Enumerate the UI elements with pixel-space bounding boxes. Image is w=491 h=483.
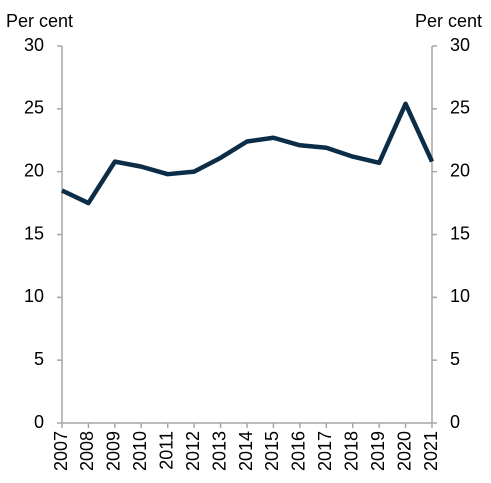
y-tick-label: 10 (24, 286, 44, 306)
y-tick-label: 25 (24, 98, 44, 118)
line-series (61, 101, 435, 206)
y-tick-label: 30 (24, 35, 44, 55)
y2-tick-label: 25 (450, 98, 470, 118)
y-tick-label: 0 (34, 412, 44, 432)
x-tick-label: 2011 (156, 431, 176, 470)
x-tick-label: 2017 (315, 431, 335, 471)
x-tick-label: 2010 (130, 431, 150, 471)
y2-axis-label: Per cent (415, 11, 482, 31)
x-tick-label: 2020 (394, 431, 414, 471)
x-tick-label: 2018 (341, 431, 361, 471)
y2-tick-label: 10 (450, 286, 470, 306)
y2-tick-label: 0 (450, 412, 460, 432)
x-tick-label: 2012 (183, 431, 203, 471)
y2-tick-label: 5 (450, 349, 460, 369)
y-axis-label: Per cent (6, 11, 73, 31)
y2-tick-label: 20 (450, 160, 470, 180)
x-tick-label: 2021 (421, 431, 441, 471)
y2-tick-label: 30 (450, 35, 470, 55)
x-tick-label: 2014 (236, 431, 256, 471)
x-tick-label: 2008 (77, 431, 97, 471)
y-tick-label: 15 (24, 223, 44, 243)
x-tick-label: 2019 (368, 431, 388, 471)
x-tick-label: 2009 (104, 431, 124, 471)
x-tick-label: 2013 (209, 431, 229, 471)
x-tick-label: 2015 (262, 431, 282, 471)
x-tick-label: 2016 (289, 431, 309, 471)
y-tick-label: 5 (34, 349, 44, 369)
x-tick-label: 2007 (51, 431, 71, 471)
y2-tick-label: 15 (450, 223, 470, 243)
y-tick-label: 20 (24, 160, 44, 180)
